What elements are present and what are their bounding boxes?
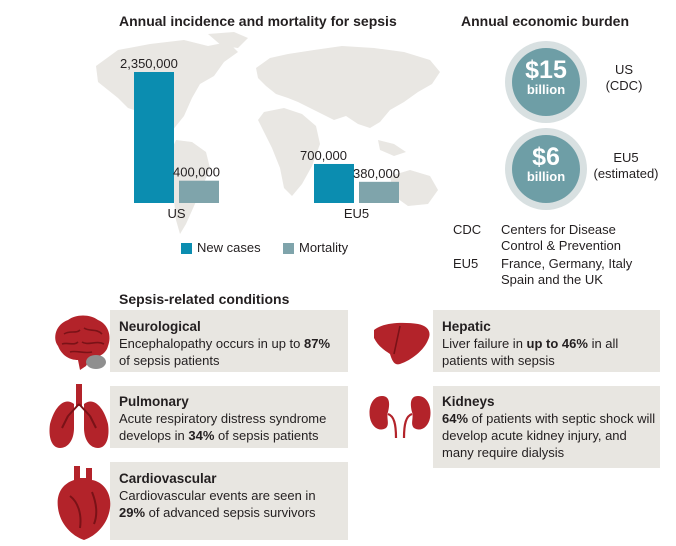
abbr-cdc-definition: Centers for Disease Control & Prevention — [501, 222, 621, 253]
condition-text: Cardiovascular events are seen in 29% of… — [119, 488, 316, 520]
burden-us-amount: $15 — [525, 56, 567, 84]
condition-title: Hepatic — [442, 319, 491, 334]
burden-eu5-label: EU5 (estimated) — [586, 150, 666, 182]
burden-eu5-circle: $6 billion — [512, 135, 580, 203]
condition-text: 64% of patients with septic shock will d… — [442, 411, 656, 460]
world-map-background — [96, 32, 440, 234]
condition-text: Encephalopathy occurs in up to 87% of se… — [119, 336, 331, 368]
conditions-title: Sepsis-related conditions — [119, 291, 290, 307]
bar-eu5-new-cases — [314, 163, 354, 203]
legend-new-cases: New cases — [197, 240, 261, 255]
legend-mortality: Mortality — [299, 240, 349, 255]
burden-title: Annual economic burden — [461, 13, 630, 29]
condition-text: Liver failure in up to 46% in all patien… — [442, 336, 619, 368]
burden-eu5-region: EU5 — [613, 150, 639, 165]
kidneys-icon — [369, 396, 431, 439]
category-label: US — [167, 206, 185, 221]
bar-eu5-mortality — [359, 181, 399, 203]
bar-value-label: 700,000 — [300, 148, 347, 163]
condition-card-pulmonary: Pulmonary Acute respiratory distress syn… — [110, 386, 348, 448]
legend-swatch-mortality — [283, 243, 294, 254]
lungs-icon — [49, 384, 109, 448]
condition-card-neurological: Neurological Encephalopathy occurs in up… — [110, 310, 348, 372]
burden-us-note: (CDC) — [605, 78, 643, 93]
burden-us-region: US — [614, 62, 634, 77]
liver-icon — [374, 322, 430, 365]
legend-swatch-new-cases — [181, 243, 192, 254]
burden-eu5-note: (estimated) — [593, 166, 659, 181]
category-label: EU5 — [344, 206, 369, 221]
incidence-title: Annual incidence and mortality for sepsi… — [119, 13, 397, 29]
condition-text: Acute respiratory distress syndrome deve… — [119, 411, 327, 443]
abbr-eu5-definition: France, Germany, Italy Spain and the UK — [501, 256, 633, 287]
burden-eu5-amount: $6 — [532, 143, 560, 171]
burden-eu5-unit: billion — [526, 169, 566, 184]
burden-us-unit: billion — [526, 82, 566, 97]
brain-icon — [55, 315, 110, 370]
condition-title: Kidneys — [442, 394, 495, 409]
condition-title: Neurological — [119, 319, 201, 334]
bar-value-label: 400,000 — [173, 165, 220, 180]
burden-us-label: US (CDC) — [596, 62, 652, 94]
heart-icon — [57, 466, 111, 540]
bar-value-label: 2,350,000 — [120, 56, 178, 71]
bar-value-label: 380,000 — [353, 166, 400, 181]
bar-us-mortality — [179, 180, 219, 203]
condition-card-cardiovascular: Cardiovascular Cardiovascular events are… — [110, 462, 348, 540]
abbr-cdc: CDC — [453, 222, 482, 237]
condition-card-kidneys: Kidneys 64% of patients with septic shoc… — [433, 386, 660, 468]
condition-title: Cardiovascular — [119, 471, 217, 486]
condition-title: Pulmonary — [119, 394, 189, 409]
condition-card-hepatic: Hepatic Liver failure in up to 46% in al… — [433, 310, 660, 372]
bar-us-new-cases — [134, 72, 174, 203]
abbr-eu5: EU5 — [453, 256, 479, 271]
burden-us-circle: $15 billion — [512, 48, 580, 116]
